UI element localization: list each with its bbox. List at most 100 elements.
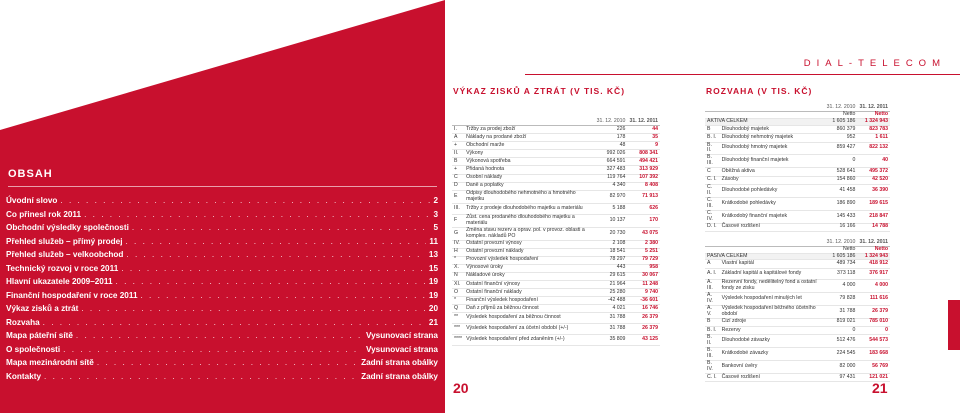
toc-item[interactable]: Co přinesl rok 2011 3 [6, 210, 438, 224]
row-code: B. I. [705, 326, 720, 336]
toc-dots [81, 304, 426, 313]
value-2010: 79 828 [824, 292, 858, 306]
toc-dots [76, 331, 363, 340]
table-row: B. II. Dlouhodobé závazky 512 476 544 573 [705, 334, 890, 349]
value-2010: 41 458 [824, 184, 858, 198]
toc-item-label: Hlavní ukazatele 2009–2011 [6, 277, 113, 286]
table-row: A Náklady na prodané zboží 178 35 [452, 133, 660, 143]
toc-item-page: 19 [428, 290, 438, 300]
toc-item[interactable]: Hlavní ukazatele 2009–2011 19 [6, 277, 438, 291]
value-2010: 860 379 [824, 125, 858, 135]
value-2011: 30 067 [627, 272, 660, 282]
edge-tab-decoration [948, 300, 960, 350]
value-2010: 97 431 [824, 373, 858, 383]
toc-item-page: 5 [433, 223, 438, 232]
row-code: * [452, 296, 465, 306]
row-label: Zůst. cena prodaného dlouhodobého majetk… [464, 214, 595, 228]
table-row: G Změna stavu rezerv a oprav. pol. v prov… [452, 227, 660, 241]
row-label: Dlouhodobé závazky [719, 334, 825, 349]
value-2010: 819 021 [824, 318, 858, 327]
row-code: Q [452, 304, 465, 314]
table-row: A. I. Základní kapitál a kapitálové fondy… [705, 268, 890, 280]
toc-item[interactable]: Přehled služeb – přímý prodej 11 [6, 237, 438, 251]
value-2010: 992 026 [594, 149, 628, 159]
value-2011: 189 615 [857, 197, 890, 211]
row-code: B. III. [705, 154, 720, 169]
table-row: XI. Ostatní finanční výnosy 21 964 11 248 [452, 280, 660, 290]
table-row: Q Daň z příjmů za běžnou činnost 4 021 16 7… [452, 304, 660, 314]
row-code: B. II. [705, 334, 720, 349]
row-label: Dlouhodobý hmotný majetek [719, 142, 825, 156]
row-code: A. III. [705, 279, 720, 293]
row-code: B [705, 318, 720, 327]
toc-item[interactable]: O společnosti Vysunovací strana [6, 345, 438, 359]
table-row: C. IV. Krátkodobý finanční majetek 145 433… [705, 210, 890, 224]
toc-item[interactable]: Rozvaha 21 [6, 318, 438, 332]
total-2010: 1 605 186 [824, 253, 858, 261]
value-2010: 373 118 [824, 268, 858, 280]
row-label: Provozní výsledek hospodaření [464, 256, 595, 265]
value-2011: 418 912 [857, 259, 890, 269]
value-2011: 958 [627, 264, 660, 273]
toc-item-page: Zadní strana obálky [361, 371, 438, 381]
column-header-2010: 31. 12. 2010 [594, 118, 628, 127]
value-2010: -42 488 [594, 296, 628, 306]
table-row: **** Výsledek hospodaření před zdaněním (… [452, 334, 660, 347]
netto-label: Netto [824, 111, 858, 119]
table-row: E Odpisy dlouhodobého nehmotného a hmotné… [452, 190, 660, 204]
toc-item[interactable]: Výkaz zisků a ztrát 20 [6, 304, 438, 318]
row-label: Základní kapitál a kapitálové fondy [719, 268, 825, 280]
toc-item[interactable]: Mapa páteřní sítě Vysunovací strana [6, 331, 438, 345]
value-2011: 170 [627, 214, 660, 228]
value-2011: 11 248 [627, 280, 660, 290]
row-code: A. I. [705, 268, 720, 280]
toc-item[interactable]: Obchodní výsledky společnosti 5 [6, 223, 438, 237]
empty-cell [452, 119, 465, 127]
value-2011: 43 125 [627, 334, 660, 347]
value-2011: 1 611 [857, 133, 890, 143]
toc-item-label: O společnosti [6, 344, 61, 354]
row-code: + [452, 141, 465, 151]
row-code: C. I. [705, 176, 720, 185]
row-label: Cizí zdroje [719, 318, 825, 327]
brand-logo-text: DIAL-TELECOM [803, 58, 946, 69]
value-2011: 8 408 [627, 182, 660, 191]
row-label: Výkonová spotřeba [464, 157, 595, 167]
total-2011: 1 324 943 [857, 118, 890, 126]
toc-item[interactable]: Mapa mezinárodní sítě Zadní strana obálky [6, 358, 438, 372]
row-code: II. [452, 149, 465, 159]
value-2011: 36 390 [857, 184, 890, 198]
table-row: B. III. Krátkodobé závazky 224 545 183 668 [705, 347, 890, 362]
value-2010: 0 [824, 326, 858, 336]
value-2010: 21 964 [594, 280, 628, 290]
toc-item-page: 13 [428, 250, 438, 259]
value-2011: 9 [627, 141, 660, 151]
value-2010: 226 [594, 125, 628, 135]
value-2011: 107 392 [627, 174, 660, 183]
row-label: Rezervní fondy, nedělitelný fond a ostat… [719, 279, 825, 293]
pl-title: VÝKAZ ZISKŮ A ZTRÁT (V TIS. KČ) [453, 86, 626, 96]
table-row: B. IV. Bankovní úvěry 82 000 56 769 [705, 360, 890, 374]
value-2010: 10 137 [594, 214, 628, 228]
row-code: D. I. [705, 223, 720, 233]
toc-item-label: Co přinesl rok 2011 [6, 209, 82, 219]
value-2010: 25 280 [594, 288, 628, 298]
toc-dots [84, 210, 430, 219]
toc-item[interactable]: Přehled služeb – velkoobchod 13 [6, 250, 438, 264]
empty-cell [464, 119, 595, 127]
toc-item[interactable]: Technický rozvoj v roce 2011 15 [6, 264, 438, 278]
value-2010: 224 545 [824, 347, 858, 362]
value-2010: 443 [594, 264, 628, 273]
table-row: *** Výsledek hospodaření za účetní období… [452, 323, 660, 336]
row-label: Výsledek hospodaření před zdaněním (+/-) [464, 334, 595, 347]
value-2011: 5 251 [627, 248, 660, 257]
toc-dots [63, 345, 363, 354]
toc-item[interactable]: Finanční hospodaření v roce 2011 19 [6, 291, 438, 305]
row-label: Tržby z prodeje dlouhodobého majetku a m… [464, 203, 595, 215]
toc-item-label: Výkaz zisků a ztrát [6, 304, 79, 313]
toc-item[interactable]: Kontakty Zadní strana obálky [6, 372, 438, 386]
value-2010: 82 970 [594, 190, 628, 204]
toc-item-label: Přehled služeb – přímý prodej [6, 236, 123, 246]
value-2011: 823 783 [857, 125, 890, 135]
toc-item[interactable]: Úvodní slovo 2 [6, 196, 438, 210]
